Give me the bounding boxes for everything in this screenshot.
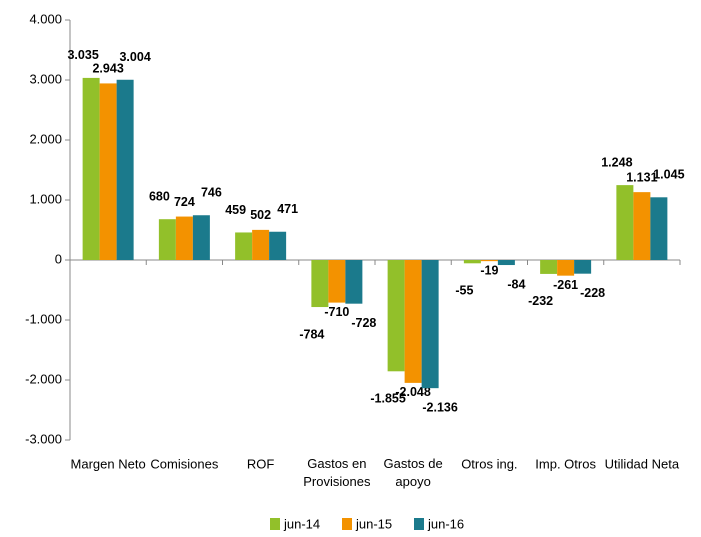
bar bbox=[252, 229, 270, 260]
bar bbox=[192, 215, 210, 260]
value-label: 746 bbox=[201, 186, 222, 200]
value-label: 2.943 bbox=[92, 62, 123, 76]
bar bbox=[463, 260, 481, 264]
value-label: -228 bbox=[580, 286, 605, 300]
bar bbox=[616, 185, 634, 260]
bar bbox=[99, 83, 117, 260]
y-tick-label: -3.000 bbox=[25, 431, 62, 446]
bar bbox=[557, 260, 575, 276]
y-tick-label: 4.000 bbox=[29, 11, 62, 26]
legend-label: jun-16 bbox=[427, 516, 464, 531]
value-label: -261 bbox=[553, 278, 578, 292]
value-label: 502 bbox=[250, 208, 271, 222]
bar bbox=[574, 260, 592, 274]
bar bbox=[175, 216, 193, 260]
bar bbox=[387, 260, 405, 372]
y-tick-label: -2.000 bbox=[25, 371, 62, 386]
value-label: 1.045 bbox=[653, 168, 684, 182]
y-tick-label: 3.000 bbox=[29, 71, 62, 86]
x-tick-label: Comisiones bbox=[150, 456, 218, 471]
value-label: 724 bbox=[174, 195, 195, 209]
bar bbox=[633, 192, 651, 260]
y-tick-label: 1.000 bbox=[29, 191, 62, 206]
value-label: 680 bbox=[149, 189, 170, 203]
value-label: 1.131 bbox=[626, 170, 657, 184]
bar bbox=[650, 197, 668, 260]
x-tick-label: Utilidad Neta bbox=[605, 456, 680, 471]
value-label: 3.004 bbox=[119, 50, 150, 64]
value-label: -784 bbox=[299, 327, 324, 341]
y-tick-label: -1.000 bbox=[25, 311, 62, 326]
bar bbox=[480, 260, 498, 262]
value-label: 3.035 bbox=[67, 48, 98, 62]
bar bbox=[421, 260, 439, 389]
value-label: -232 bbox=[528, 294, 553, 308]
value-label: -55 bbox=[455, 284, 473, 298]
bar bbox=[345, 260, 363, 304]
value-label: 1.248 bbox=[601, 155, 632, 169]
x-tick-label: Gastos de apoyo bbox=[383, 456, 442, 489]
bar bbox=[269, 231, 287, 260]
legend-swatch bbox=[414, 518, 424, 530]
value-label: -2.048 bbox=[395, 385, 430, 399]
value-label: -19 bbox=[480, 263, 498, 277]
bar bbox=[540, 260, 558, 274]
value-label: -2.136 bbox=[422, 400, 457, 414]
x-tick-label: Gastos en Provisiones bbox=[303, 456, 371, 489]
value-label: 471 bbox=[277, 202, 298, 216]
value-label: -84 bbox=[507, 277, 525, 291]
bar bbox=[158, 219, 176, 260]
y-tick-label: 0 bbox=[55, 251, 62, 266]
legend-label: jun-14 bbox=[283, 516, 320, 531]
value-label: 459 bbox=[225, 203, 246, 217]
x-tick-label: Otros ing. bbox=[461, 456, 517, 471]
legend-label: jun-15 bbox=[355, 516, 392, 531]
value-label: -710 bbox=[324, 305, 349, 319]
bar bbox=[328, 260, 346, 303]
y-tick-label: 2.000 bbox=[29, 131, 62, 146]
legend-swatch bbox=[270, 518, 280, 530]
bar bbox=[311, 260, 329, 308]
x-tick-label: Margen Neto bbox=[71, 456, 146, 471]
value-label: -1.855 bbox=[370, 392, 405, 406]
bar bbox=[235, 232, 253, 260]
value-label: -728 bbox=[351, 316, 376, 330]
bar bbox=[404, 260, 422, 383]
bar bbox=[497, 260, 515, 266]
x-tick-label: Imp. Otros bbox=[535, 456, 596, 471]
legend-swatch bbox=[342, 518, 352, 530]
bar bbox=[116, 79, 134, 260]
bar bbox=[82, 77, 100, 261]
x-tick-label: ROF bbox=[247, 456, 275, 471]
